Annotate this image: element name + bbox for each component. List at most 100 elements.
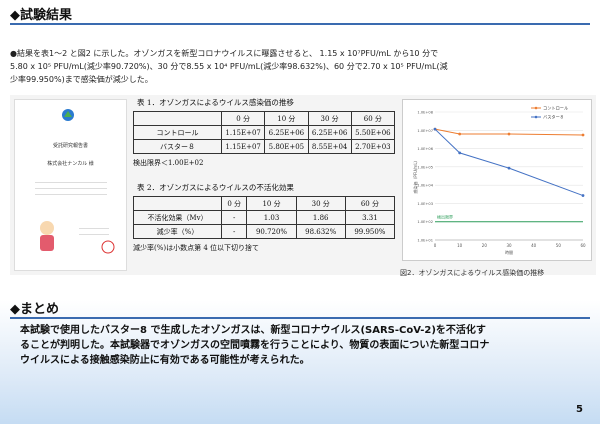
table-cell: 2.70E+03 [350,139,396,154]
table1-header-cell: 60 分 [350,111,396,126]
y-tick-label: 1.0E+06 [417,147,433,151]
table1: 0 分 10 分 30 分 60 分 コントロール 1.15E+07 6.25E… [133,111,396,154]
report-title: 受託研究報告書 [52,143,88,149]
report-line [35,182,107,183]
legend-entry: コントロール [543,106,568,111]
data-point [507,132,511,136]
intro-line-3: 少率99.950%)まで感染価が減少した。 [10,75,153,84]
y-tick-label: 1.0E+05 [417,165,433,169]
y-tick-label: 1.0E+03 [417,202,433,206]
intro-line-2: 5.80 x 10⁵ PFU/mL(減少率90.720%)、30 分で8.55 … [10,62,448,71]
table-cell: 90.720% [246,224,297,239]
table-cell: 8.55E+04 [307,139,352,154]
table-row: バスター８ 1.15E+07 5.80E+05 8.55E+04 2.70E+0… [133,139,396,154]
x-tick-label: 40 [531,243,537,248]
y-tick-label: 1.0E+01 [417,239,433,243]
table-cell: 減少率（%） [133,224,222,239]
header-rule [10,23,590,25]
table2-header-cell: 0 分 [220,196,248,211]
summary-line-3: ウイルスによる接触感染防止に有効である可能性が考えられた。 [20,355,310,366]
x-tick-label: 50 [556,243,562,248]
table-cell: - [220,210,248,225]
table1-header-row: 0 分 10 分 30 分 60 分 [133,111,396,126]
results-section-header: ◆試験結果 [10,4,590,25]
x-tick-label: 10 [457,243,463,248]
table-row: 減少率（%） - 90.720% 98.632% 99.950% [133,224,396,239]
stamp-icon [101,240,115,254]
table1-caption: 表 1．オゾンガスによるウイルス感染価の推移 [137,98,294,107]
data-point [581,194,585,197]
header-rule [10,317,590,319]
table-cell: バスター８ [133,139,222,154]
table-cell: コントロール [133,125,222,140]
results-title: ◆試験結果 [10,8,72,23]
report-line [79,228,109,229]
report-line [35,188,107,189]
series-line [434,128,584,136]
table-cell: 1.15E+07 [220,125,266,140]
report-line [35,194,107,195]
table2-header-cell: 10 分 [246,196,297,211]
y-tick-label: 1.0E+07 [417,129,433,133]
table2: 0 分 10 分 30 分 60 分 不活化効果（Mv） - 1.03 1.86… [133,196,396,239]
data-point [458,132,462,136]
x-tick-label: 60 [580,243,586,248]
summary-line-1: 本試験で使用したバスター8 で生成したオゾンガスは、新型コロナウイルス(SARS… [20,325,486,336]
table-cell: 1.03 [246,210,297,225]
table-row: コントロール 1.15E+07 6.25E+06 6.25E+06 5.50E+… [133,125,396,140]
intro-line-1: ●結果を表1〜2 と図2 に示した。オゾンガスを新型コロナウイルスに曝露させると… [10,49,439,58]
table2-caption: 表 2．オゾンガスによるウイルスの不活化効果 [137,183,294,192]
summary-section-header: ◆まとめ [10,298,590,319]
series-line [434,128,584,197]
legend-entry: バスター８ [543,114,564,121]
page-number: 5 [576,404,583,415]
table-cell: 5.80E+05 [264,139,309,154]
table-cell: - [220,224,248,239]
lab-logo-icon [62,109,74,121]
summary-text: 本試験で使用したバスター8 で生成したオゾンガスは、新型コロナウイルス(SARS… [20,323,585,368]
detection-limit-note: 検出限界＜1.00E+02 [133,159,204,167]
y-tick-label: 1.0E+02 [417,220,433,224]
table1-header-cell: 30 分 [307,111,352,126]
data-point [581,133,585,137]
table2-header-row: 0 分 10 分 30 分 60 分 [133,196,396,211]
mascot-icon [40,221,54,251]
table-cell: 99.950% [344,224,396,239]
y-tick-label: 1.0E+04 [417,184,433,188]
table-row: 不活化効果（Mv） - 1.03 1.86 3.31 [133,210,396,225]
tables-area: 表 1．オゾンガスによるウイルス感染価の推移 0 分 10 分 30 分 60 … [133,97,398,253]
table-cell: 6.25E+06 [264,125,309,140]
table2-header-cell: 60 分 [344,196,396,211]
data-point [458,151,462,155]
table-cell: 98.632% [295,224,346,239]
chart-svg: 1.0E+01 1.0E+02 1.0E+03 1.0E+04 1.0E+05 1.0E+… [412,106,586,256]
data-point [507,166,511,170]
data-point [433,127,437,131]
infectivity-chart: 1.0E+01 1.0E+02 1.0E+03 1.0E+04 1.0E+05 1.0E+… [402,99,592,261]
table2-header-cell [133,196,222,211]
y-tick-label: 1.0E+08 [417,111,433,115]
report-org: 株式会社ナンカル 様 [47,161,94,167]
intro-text: ●結果を表1〜2 と図2 に示した。オゾンガスを新型コロナウイルスに曝露させると… [10,47,590,86]
x-tick-label: 0 [434,243,437,248]
table-cell: 不活化効果（Mv） [133,210,222,225]
x-tick-label: 30 [506,243,512,248]
table-cell: 6.25E+06 [307,125,352,140]
report-line [79,234,109,235]
legend-marker [534,115,538,119]
table-cell: 3.31 [344,210,396,225]
summary-title: ◆まとめ [10,302,59,317]
detection-limit-label: 検出限界 [437,214,453,220]
figure-caption: 図2．オゾンガスによるウイルス感染価の推移 [400,269,545,277]
legend-marker [534,106,538,110]
table1-header-cell: 0 分 [220,111,266,126]
table2-header-cell: 30 分 [295,196,346,211]
table-cell: 5.50E+06 [350,125,396,140]
table-cell: 1.86 [295,210,346,225]
results-panel: 受託研究報告書 株式会社ナンカル 様 表 1．オゾンガスによるウイルス感染価の推… [10,95,596,275]
rounding-note: 減少率(%)は小数点第 4 位以下切り捨て [133,244,260,252]
x-tick-label: 20 [482,243,488,248]
x-axis-label: 時間 [505,249,513,255]
y-axis-label: 感染価（PFU/mL） [412,158,418,193]
table1-header-cell [133,111,222,126]
